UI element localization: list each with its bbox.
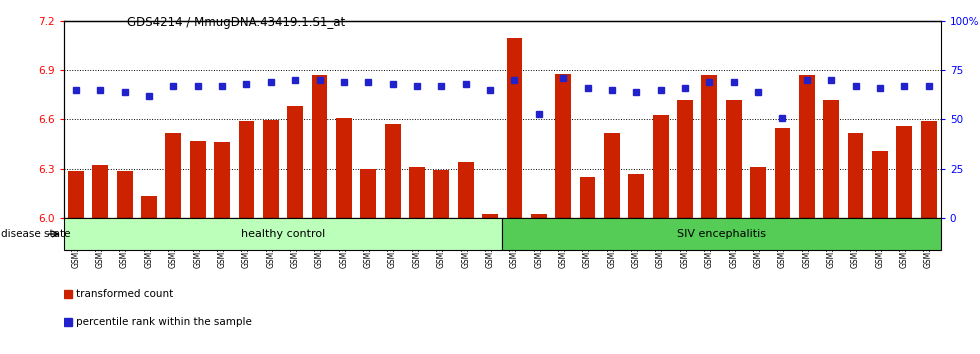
Bar xyxy=(774,128,790,218)
Bar xyxy=(507,38,522,218)
Text: transformed count: transformed count xyxy=(76,289,173,299)
Bar xyxy=(897,126,912,218)
Bar xyxy=(458,162,473,218)
Bar xyxy=(823,100,839,218)
Bar xyxy=(361,170,376,218)
Bar xyxy=(531,215,547,218)
Bar xyxy=(312,75,327,218)
Bar xyxy=(579,177,596,218)
Bar xyxy=(117,171,132,218)
Bar xyxy=(336,118,352,218)
Bar xyxy=(848,133,863,218)
Bar xyxy=(263,120,278,218)
Text: GDS4214 / MmugDNA.43419.1.S1_at: GDS4214 / MmugDNA.43419.1.S1_at xyxy=(127,16,346,29)
Bar xyxy=(166,133,181,218)
Text: disease state: disease state xyxy=(1,229,71,239)
Bar xyxy=(799,75,814,218)
Bar xyxy=(750,167,766,218)
Bar xyxy=(920,121,937,218)
Text: healthy control: healthy control xyxy=(241,229,325,239)
Bar xyxy=(92,165,108,218)
Bar xyxy=(482,215,498,218)
Bar xyxy=(628,173,644,218)
Bar xyxy=(556,74,571,218)
Text: SIV encephalitis: SIV encephalitis xyxy=(677,229,766,239)
Bar xyxy=(702,75,717,218)
Text: percentile rank within the sample: percentile rank within the sample xyxy=(76,317,252,327)
Bar xyxy=(64,218,502,250)
Bar xyxy=(141,196,157,218)
Bar xyxy=(433,170,449,218)
Bar xyxy=(190,141,206,218)
Bar xyxy=(677,100,693,218)
Bar xyxy=(68,171,84,218)
Bar xyxy=(409,167,425,218)
Bar xyxy=(726,100,742,218)
Bar xyxy=(872,150,888,218)
Bar xyxy=(215,142,230,218)
Bar xyxy=(653,115,668,218)
Bar xyxy=(385,124,401,218)
Bar xyxy=(238,121,255,218)
Bar xyxy=(502,218,941,250)
Bar xyxy=(604,133,619,218)
Bar xyxy=(287,107,303,218)
